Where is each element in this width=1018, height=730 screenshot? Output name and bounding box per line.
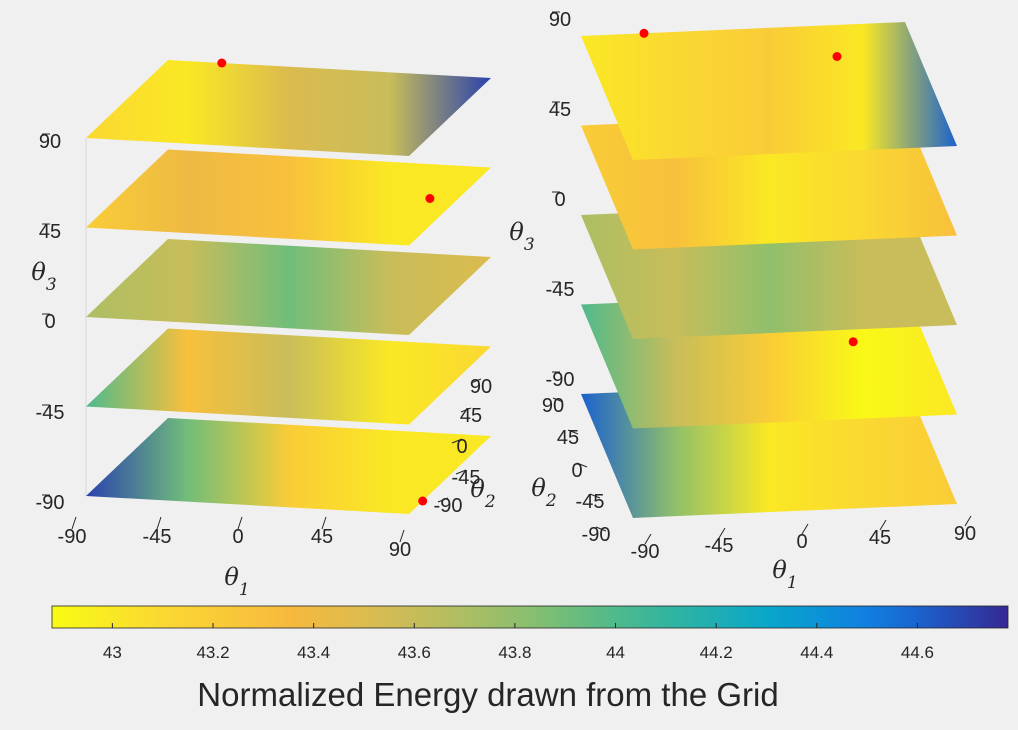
minimum-marker <box>418 496 428 506</box>
slice-theta3-90 <box>86 60 491 156</box>
theta1-tick-mark <box>321 516 327 530</box>
theta2-tick-mark <box>589 493 601 499</box>
colorbar-tick-label: 44.4 <box>800 643 833 662</box>
theta1-axis-label-symbol: θ <box>772 556 787 584</box>
theta2-tick-mark <box>552 397 564 403</box>
theta2-tick-label: -45 <box>576 491 605 513</box>
theta2-axis-label-symbol: θ <box>531 474 546 502</box>
theta1-tick-label: 90 <box>954 523 976 545</box>
theta2-tick-label: 0 <box>456 436 467 458</box>
theta2-tick-mark <box>451 438 463 444</box>
theta2-axis-label: θ2 <box>470 475 495 512</box>
minimum-marker <box>832 52 842 61</box>
slice-theta3-0 <box>86 239 491 335</box>
theta1-tick-label: 0 <box>232 526 243 548</box>
theta3-tick-label: 90 <box>549 9 571 31</box>
theta3-tick-label: 0 <box>44 311 55 333</box>
theta2-tick-mark <box>567 429 579 435</box>
theta2-axis-label-symbol: θ <box>470 475 485 503</box>
theta1-tick-label: 0 <box>796 531 807 553</box>
colorbar-tick-label: 43.2 <box>196 643 229 662</box>
theta2-tick-label: 45 <box>557 427 579 449</box>
colorbar-tick-label: 44.2 <box>700 643 733 662</box>
theta1-tick-mark <box>801 523 809 535</box>
minimum-marker <box>217 58 227 68</box>
theta1-tick-label: -45 <box>143 526 172 548</box>
slice-theta3--45 <box>86 328 491 425</box>
theta2-tick-label: -90 <box>434 495 463 517</box>
theta3-axis-label: θ3 <box>31 258 56 295</box>
colorbar-tick-label: 43 <box>103 643 122 662</box>
theta1-tick-mark <box>71 516 77 530</box>
theta1-tick-mark <box>879 519 887 531</box>
theta3-tick-label: 45 <box>549 99 571 121</box>
colorbar-tick-label: 43.4 <box>297 643 330 662</box>
colorbar-tick-label: 43.6 <box>398 643 431 662</box>
minimum-marker <box>425 194 435 203</box>
theta1-tick-mark <box>156 516 162 530</box>
theta1-tick-mark <box>644 533 652 545</box>
theta3-tick-label: -90 <box>546 369 575 391</box>
theta1-tick-label: 90 <box>389 539 411 561</box>
slice-theta3-45 <box>86 149 491 246</box>
theta1-axis-label: θ1 <box>224 563 249 600</box>
theta3-axis-label-symbol: θ <box>509 218 524 246</box>
theta3-axis-label-subscript: 3 <box>524 235 535 255</box>
theta1-tick-mark <box>964 515 972 527</box>
theta3-tick-label: -90 <box>36 492 65 514</box>
colorbar-tick-label: 44 <box>606 643 625 662</box>
slice-theta3-90 <box>581 22 957 160</box>
theta1-axis-label-symbol: θ <box>224 563 239 591</box>
theta2-tick-label: -90 <box>582 524 611 546</box>
theta2-tick-mark <box>460 407 472 413</box>
theta1-tick-label: -45 <box>705 535 734 557</box>
theta3-tick-label: -45 <box>36 402 65 424</box>
theta2-tick-mark <box>576 462 588 468</box>
theta1-tick-label: 45 <box>311 526 333 548</box>
theta1-axis-label-subscript: 1 <box>239 580 250 600</box>
minimum-marker <box>848 337 858 347</box>
theta1-axis-label: θ1 <box>772 556 797 593</box>
theta1-tick-label: -90 <box>58 526 87 548</box>
theta3-tick-label: -45 <box>546 279 575 301</box>
theta1-axis-label-subscript: 1 <box>787 573 798 593</box>
theta2-tick-label: 0 <box>571 460 582 482</box>
theta3-axis-label-symbol: θ <box>31 258 46 286</box>
theta2-tick-label: 45 <box>460 405 482 427</box>
theta2-tick-label: -45 <box>452 467 481 489</box>
theta2-tick-label: 90 <box>470 376 492 398</box>
theta2-axis-label-subscript: 2 <box>545 491 557 511</box>
colorbar-gradient <box>51 605 1009 629</box>
theta2-axis-label-subscript: 2 <box>484 492 496 512</box>
theta1-tick-mark <box>237 516 243 530</box>
theta2-tick-label: 90 <box>542 395 564 417</box>
theta2-tick-mark <box>595 526 607 532</box>
theta1-tick-label: -90 <box>631 541 660 563</box>
theta2-tick-mark <box>455 469 467 475</box>
colorbar-tick-label: 44.6 <box>901 643 934 662</box>
theta1-tick-mark <box>399 529 405 543</box>
theta3-tick-label: 0 <box>554 189 565 211</box>
theta1-tick-label: 45 <box>869 527 891 549</box>
theta3-axis-label: θ3 <box>509 218 534 255</box>
minimum-marker <box>639 28 649 38</box>
theta3-axis-label-subscript: 3 <box>46 275 57 295</box>
theta1-tick-mark <box>718 527 726 539</box>
colorbar: 43 43.2 43.4 43.6 43.8 44 44.2 44.4 44.6 Normaliz… <box>51 605 1009 713</box>
colorbar-title: Normalized Energy drawn from the Grid <box>197 676 778 713</box>
theta3-tick-label: 45 <box>39 221 61 243</box>
theta3-tick-label: 90 <box>39 131 61 153</box>
theta2-tick-mark <box>470 378 482 384</box>
colorbar-tick-label: 43.8 <box>498 643 531 662</box>
theta2-tick-mark <box>437 497 449 503</box>
slice-theta3--90 <box>86 418 491 514</box>
theta2-axis-label: θ2 <box>531 474 556 511</box>
